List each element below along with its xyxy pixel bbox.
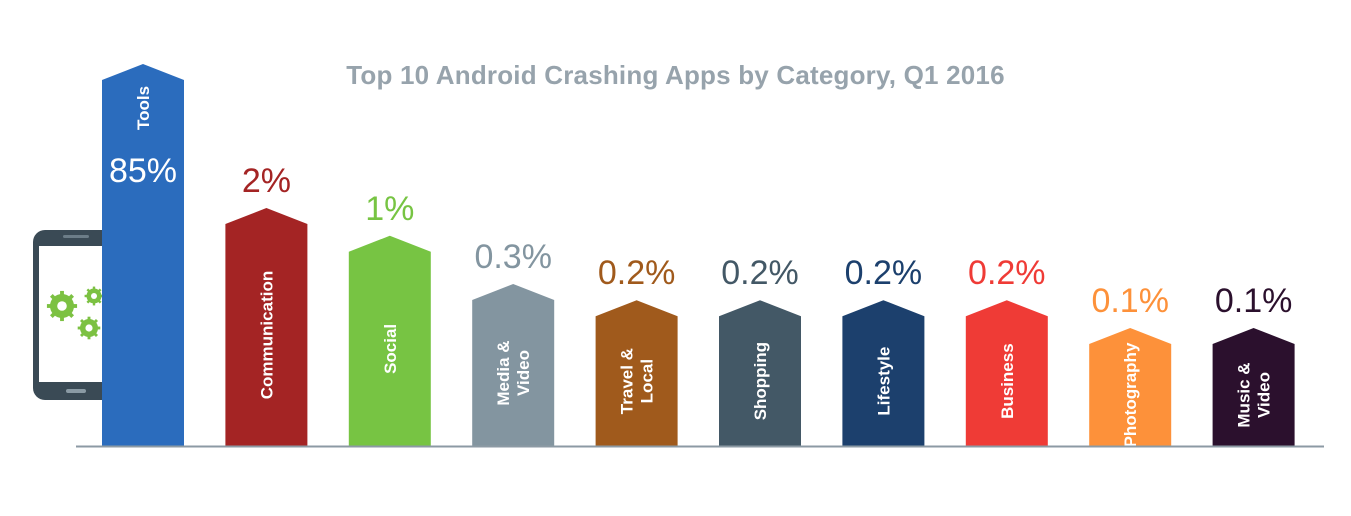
category-label-tools: Tools <box>134 86 153 130</box>
bar-photography <box>1089 328 1172 446</box>
value-label-tools: 85% <box>109 152 177 190</box>
bar-group-media-and-video: Media &Video 0.3% <box>472 238 555 446</box>
category-label-photography: Photography <box>1121 342 1140 447</box>
value-label-music-and-video: 0.1% <box>1215 282 1293 320</box>
bar-communication <box>225 208 308 446</box>
bar-music-and-video <box>1212 328 1295 446</box>
category-label-media-and-video: Media &Video <box>494 340 533 405</box>
bar-business <box>965 300 1048 446</box>
bar-group-social: Social 1% <box>348 190 431 446</box>
smartphone-with-gears-icon <box>33 230 119 400</box>
value-label-media-and-video: 0.3% <box>474 238 552 276</box>
value-label-social: 1% <box>365 190 414 228</box>
chart-title: Top 10 Android Crashing Apps by Category… <box>346 60 1005 90</box>
bar-tools <box>102 64 184 446</box>
category-label-communication: Communication <box>257 271 276 399</box>
bar-media-and-video <box>472 283 555 446</box>
category-label-travel-and-local: Travel &Local <box>618 348 657 414</box>
bar-shopping <box>719 300 801 446</box>
category-label-social: Social <box>381 324 400 374</box>
value-label-communication: 2% <box>242 162 291 200</box>
bar-group-tools: Tools 85% <box>102 64 184 446</box>
bar-group-business: Business 0.2% <box>965 254 1048 446</box>
bar-travel-and-local <box>595 300 678 446</box>
category-label-shopping: Shopping <box>751 342 770 420</box>
value-label-photography: 0.1% <box>1091 282 1169 320</box>
category-label-business: Business <box>998 343 1017 419</box>
bar-social <box>348 235 431 446</box>
bar-group-music-and-video: Music &Video 0.1% <box>1212 282 1295 446</box>
bar-group-photography: Photography 0.1% <box>1089 282 1172 447</box>
category-label-music-and-video: Music &Video <box>1235 362 1274 427</box>
bar-group-shopping: Shopping 0.2% <box>719 254 801 446</box>
category-label-lifestyle: Lifestyle <box>874 347 893 416</box>
bar-group-lifestyle: Lifestyle 0.2% <box>842 254 925 446</box>
value-label-lifestyle: 0.2% <box>845 254 923 292</box>
value-label-shopping: 0.2% <box>721 254 799 292</box>
value-label-travel-and-local: 0.2% <box>598 254 676 292</box>
bar-lifestyle <box>842 300 925 446</box>
bar-group-communication: Communication 2% <box>225 162 308 446</box>
bar-group-travel-and-local: Travel &Local 0.2% <box>595 254 678 446</box>
value-label-business: 0.2% <box>968 254 1046 292</box>
